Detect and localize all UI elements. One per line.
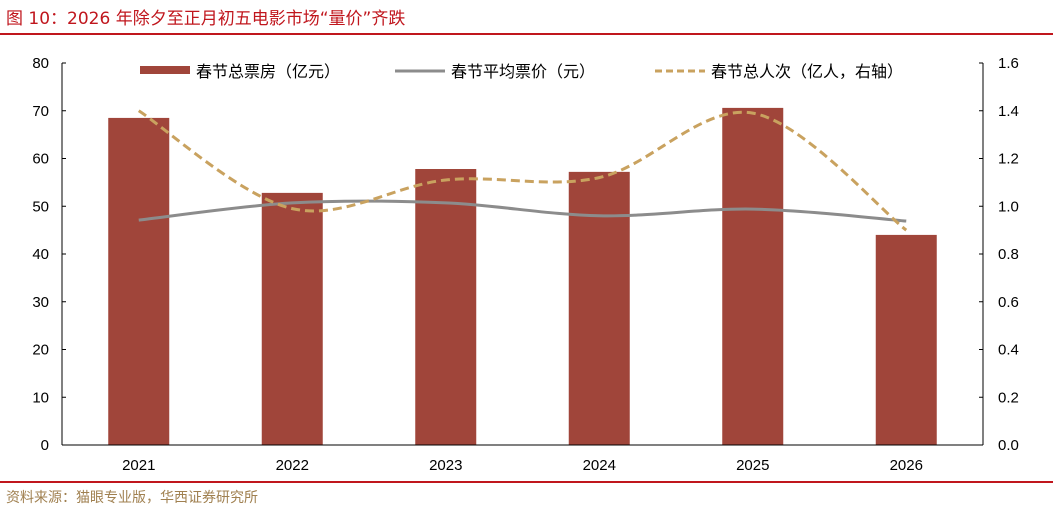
avg-price-line [138,199,907,223]
footer-divider [0,481,1053,483]
bar-2025 [722,107,784,445]
right-tick-label: 0.0 [998,437,1019,454]
left-tick-label: 60 [32,151,49,168]
left-tick-label: 30 [32,294,49,311]
legend-bar-swatch [140,66,190,74]
legend-label: 春节总人次（亿人，右轴） [711,63,903,81]
left-tick-label: 0 [41,437,49,454]
left-tick-label: 50 [32,198,49,215]
x-tick-label: 2025 [736,457,769,474]
right-tick-label: 1.4 [998,103,1019,120]
legend-item: 春节总票房（亿元） [140,63,340,81]
legend-item: 春节平均票价（元） [395,63,595,81]
bar-2026 [875,234,937,445]
right-tick-label: 1.2 [998,151,1019,168]
left-tick-label: 20 [32,342,49,359]
title-divider [0,33,1053,35]
x-tick-label: 2024 [583,457,616,474]
left-tick-label: 40 [32,246,49,263]
x-tick-label: 2026 [890,457,923,474]
chart-area: 0 10 20 30 40 50 60 70 80 0.0 0.2 0.4 0.6 0.8 1.0 1.2 1.… [32,55,1019,474]
source-note: 资料来源：猫眼专业版，华西证券研究所 [6,490,258,506]
x-tick-label: 2022 [276,457,309,474]
bar-2021 [108,117,170,445]
bar-2023 [415,169,477,445]
attendance-line [137,109,908,232]
legend-label: 春节平均票价（元） [451,63,595,81]
left-tick-label: 70 [32,103,49,120]
right-tick-label: 1.0 [998,198,1019,215]
right-tick-label: 0.8 [998,246,1019,263]
right-tick-label: 0.4 [998,342,1019,359]
legend-item: 春节总人次（亿人，右轴） [655,63,903,81]
right-tick-label: 1.6 [998,55,1019,72]
x-tick-label: 2021 [122,457,155,474]
legend-label: 春节总票房（亿元） [196,63,340,81]
left-tick-label: 10 [32,389,49,406]
right-tick-label: 0.6 [998,294,1019,311]
x-tick-label: 2023 [429,457,462,474]
bar-2022 [261,192,323,445]
right-tick-label: 0.2 [998,389,1019,406]
chart-title: 图 10：2026 年除夕至正月初五电影市场“量价”齐跌 [6,9,406,29]
bar-2024 [568,171,630,445]
left-tick-label: 80 [32,55,49,72]
